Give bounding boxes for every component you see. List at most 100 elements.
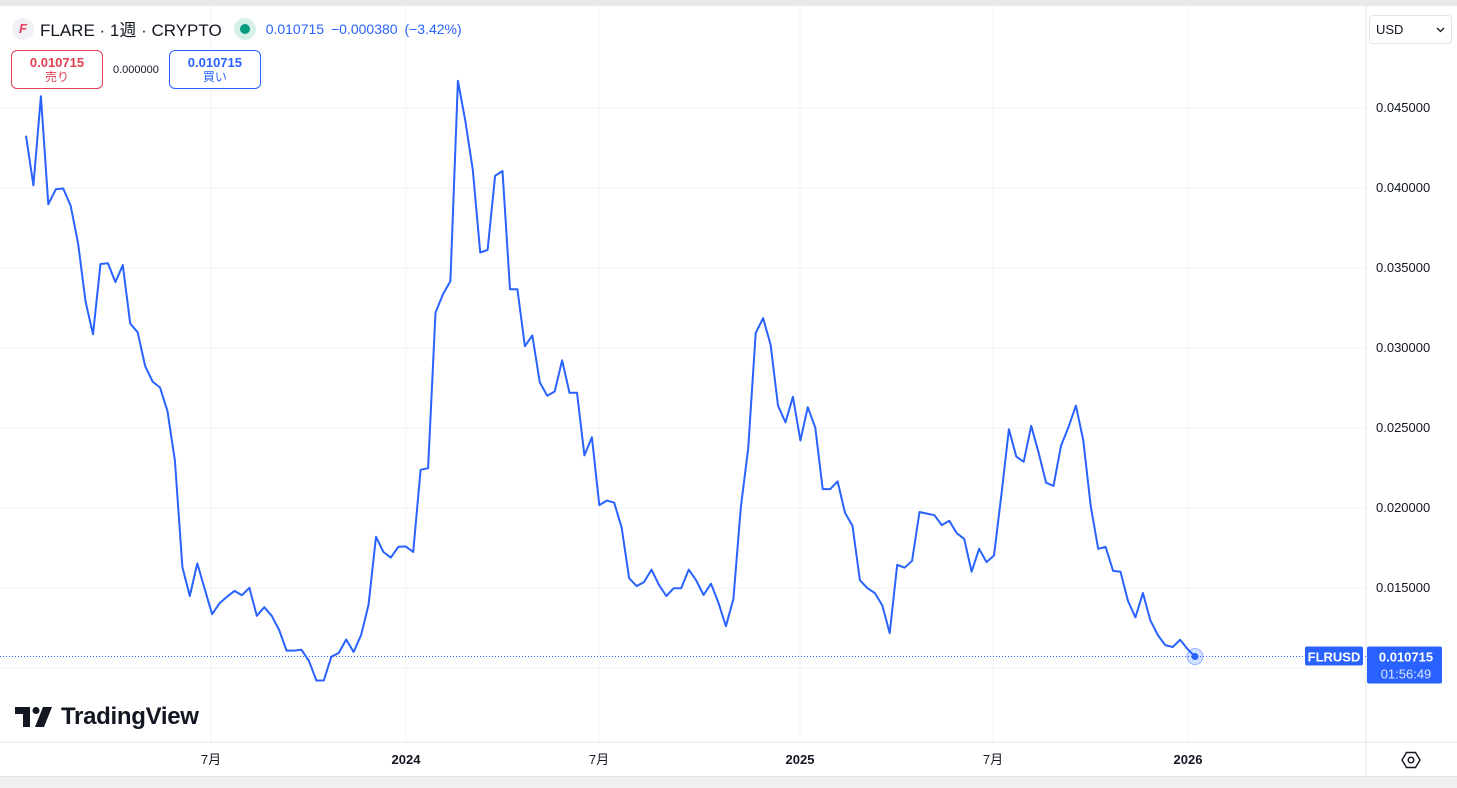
data-point: [888, 631, 892, 635]
data-point: [173, 459, 177, 463]
data-point: [255, 614, 259, 618]
data-point: [270, 614, 274, 618]
trade-buttons: 0.010715 売り 0.000000 0.010715 買い: [11, 50, 261, 89]
data-point: [419, 468, 423, 472]
sell-button[interactable]: 0.010715 売り: [11, 50, 103, 89]
data-point: [31, 183, 35, 187]
currency-select[interactable]: USD: [1369, 15, 1452, 44]
quote-values: 0.010715 −0.000380 (−3.42%): [266, 21, 462, 37]
data-point: [1141, 591, 1145, 595]
data-point: [687, 568, 691, 572]
buy-button[interactable]: 0.010715 買い: [168, 50, 261, 89]
data-point: [374, 535, 378, 539]
price-tick-label: 0.045000: [1376, 100, 1430, 115]
data-point: [307, 659, 311, 663]
currency-value: USD: [1376, 22, 1404, 37]
price-tick-label: 0.040000: [1376, 180, 1430, 195]
data-point: [1029, 424, 1033, 428]
data-point: [508, 287, 512, 291]
data-point: [1052, 484, 1056, 488]
data-point: [955, 531, 959, 535]
data-point: [850, 524, 854, 528]
data-point: [69, 204, 73, 208]
data-point: [151, 380, 155, 384]
data-point: [903, 566, 907, 570]
data-point: [1126, 599, 1130, 603]
buy-label: 買い: [202, 69, 227, 84]
data-point: [865, 586, 869, 590]
data-point: [895, 563, 899, 567]
data-point: [218, 601, 222, 605]
data-point: [24, 134, 28, 138]
data-point: [635, 584, 639, 588]
data-point: [463, 119, 467, 123]
data-point: [367, 603, 371, 607]
data-point: [329, 655, 333, 659]
data-point: [1104, 545, 1108, 549]
data-point: [84, 300, 88, 304]
sell-price: 0.010715: [29, 54, 85, 70]
data-point: [337, 651, 341, 655]
price-change-percent: (−3.42%): [404, 20, 462, 37]
data-point: [292, 649, 296, 653]
bar-countdown: 01:56:49: [1381, 667, 1432, 682]
data-point: [783, 420, 787, 424]
data-point: [858, 578, 862, 582]
time-tick-label: 7月: [201, 752, 221, 767]
data-point: [1171, 645, 1175, 649]
series-line-flrusd: [25, 79, 1196, 682]
data-point: [575, 391, 579, 395]
data-point: [1044, 481, 1048, 485]
data-point: [98, 262, 102, 266]
data-point: [1163, 643, 1167, 647]
data-point: [620, 526, 624, 530]
tradingview-logo[interactable]: TradingView: [15, 703, 199, 731]
data-points: [24, 79, 1197, 683]
window-top-border: [0, 0, 1457, 6]
data-point: [1111, 569, 1115, 573]
data-point: [1119, 570, 1123, 574]
data-point: [389, 556, 393, 560]
data-point: [456, 79, 460, 83]
time-tick-label: 2024: [392, 752, 422, 767]
grid-lines: [0, 6, 1366, 742]
current-price-value: 0.010715: [1379, 650, 1433, 665]
data-point: [46, 202, 50, 206]
data-point: [1022, 460, 1026, 464]
data-point: [165, 409, 169, 413]
flare-logo-icon: F: [12, 17, 34, 40]
data-point: [1178, 638, 1182, 642]
data-point: [471, 168, 475, 172]
data-point: [39, 94, 43, 98]
settings-hexagon-icon[interactable]: [1401, 750, 1421, 770]
time-axis[interactable]: 7月 2024 7月 2025 7月 2026: [201, 752, 1203, 767]
market-open-dot-icon[interactable]: [233, 17, 256, 40]
data-point: [530, 333, 534, 337]
data-point: [836, 479, 840, 483]
data-point: [806, 405, 810, 409]
data-point: [679, 586, 683, 590]
symbol-label: FLRUSD: [1308, 650, 1361, 665]
data-point: [493, 174, 497, 178]
data-point: [582, 453, 586, 457]
data-point: [873, 591, 877, 595]
bottom-toolbar-edge: [0, 776, 1457, 788]
price-chart[interactable]: 0.045000 0.040000 0.035000 0.030000 0.025000…: [0, 6, 1457, 776]
data-point: [821, 487, 825, 491]
data-point: [910, 559, 914, 563]
data-point: [523, 344, 527, 348]
data-point: [247, 586, 251, 590]
data-point: [1148, 618, 1152, 622]
data-point: [970, 570, 974, 574]
data-point: [314, 678, 318, 682]
data-point: [605, 499, 609, 503]
data-point: [404, 544, 408, 548]
price-axis[interactable]: 0.045000 0.040000 0.035000 0.030000 0.025000…: [1376, 100, 1430, 595]
data-point: [568, 391, 572, 395]
data-point: [716, 601, 720, 605]
symbol-title[interactable]: FLARE · 1週 · CRYPTO: [40, 21, 222, 40]
data-point: [1089, 505, 1093, 509]
data-point: [352, 650, 356, 654]
data-point: [158, 386, 162, 390]
data-point: [344, 638, 348, 642]
